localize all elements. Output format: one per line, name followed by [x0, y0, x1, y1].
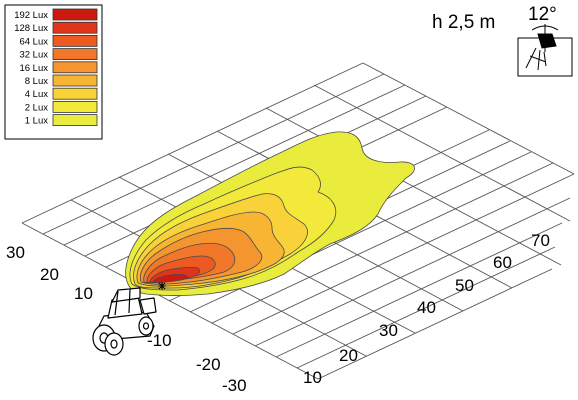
distance-tick-label: 50 [455, 276, 474, 295]
legend-swatch [52, 87, 98, 100]
distance-tick-label: 40 [417, 298, 436, 317]
distance-tick-label: 30 [379, 321, 398, 340]
legend-label: 4 Lux [25, 89, 48, 100]
lateral-tick-label: -30 [222, 376, 247, 395]
legend-label: 192 Lux [14, 10, 48, 21]
lamp-tilt-icon [517, 24, 573, 77]
distance-tick-label: 60 [493, 253, 512, 272]
legend-label: 64 Lux [19, 36, 48, 47]
distance-tick-label: 20 [339, 346, 358, 365]
lateral-tick-label: 10 [74, 284, 93, 303]
contour-192-lux [152, 274, 189, 284]
lamp-marker-icon [158, 282, 166, 290]
isolux-contours [125, 131, 415, 296]
distance-axis-labels: 10 20 30 40 50 60 70 [303, 231, 550, 387]
lateral-tick-label: -20 [196, 355, 221, 374]
legend-swatch [52, 35, 98, 47]
legend-swatch [52, 8, 98, 21]
legend-label: 1 Lux [25, 116, 48, 127]
legend-swatch [52, 74, 98, 87]
legend-label: 2 Lux [25, 102, 48, 113]
legend-label: 128 Lux [14, 23, 48, 34]
legend-label: 8 Lux [25, 76, 48, 87]
mounting-info: h 2,5 m 12° [432, 4, 573, 77]
mounting-height-label: h 2,5 m [432, 12, 495, 33]
legend-swatch [52, 61, 98, 74]
legend-swatch [52, 101, 98, 113]
lateral-axis-labels: 30 20 10 -10 -20 -30 [6, 243, 247, 395]
legend-swatch [52, 48, 98, 60]
distance-tick-label: 70 [531, 231, 550, 250]
legend-swatch [52, 114, 98, 126]
legend-label: 32 Lux [19, 50, 48, 61]
lux-legend: 192 Lux 128 Lux 64 Lux 32 Lux 16 Lux 8 Lux 4 L… [4, 4, 103, 140]
lateral-tick-label: -10 [147, 331, 172, 350]
tractor-icon [92, 287, 157, 356]
lateral-tick-label: 30 [6, 243, 25, 262]
legend-label: 16 Lux [19, 63, 48, 74]
legend-swatch [52, 21, 98, 34]
distance-tick-label: 10 [303, 368, 322, 387]
lateral-tick-label: 20 [40, 265, 59, 284]
tilt-angle-label: 12° [528, 4, 557, 25]
